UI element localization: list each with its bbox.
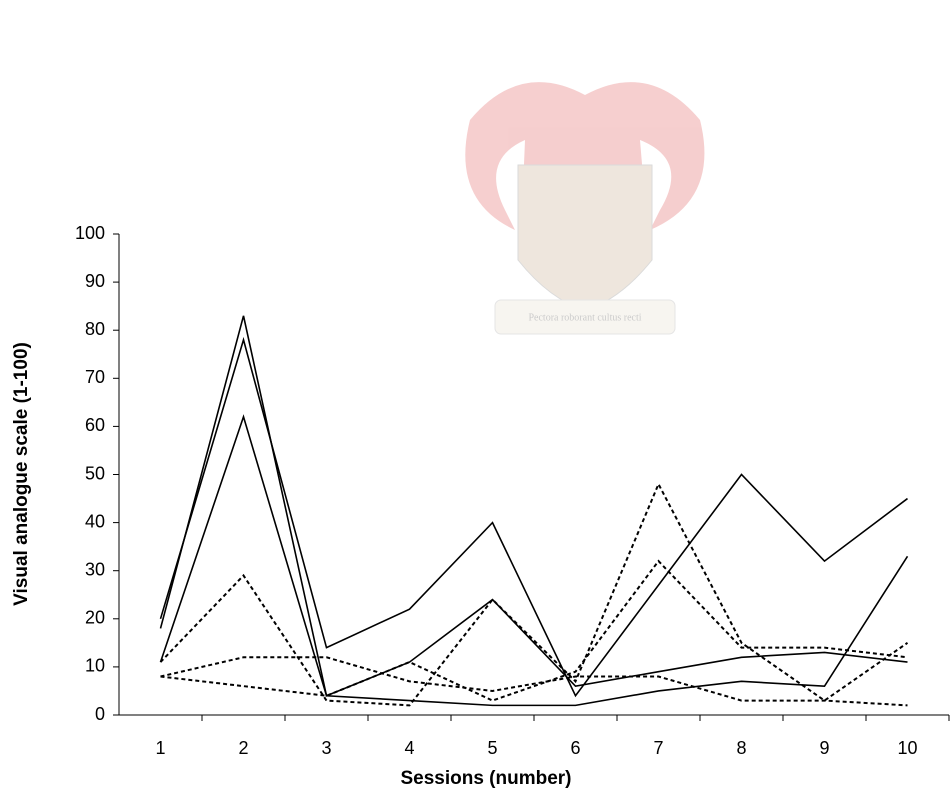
series-line xyxy=(161,316,908,696)
y-tick-label: 50 xyxy=(85,463,105,483)
x-axis-title: Sessions (number) xyxy=(400,768,571,789)
x-tick-label: 2 xyxy=(238,738,248,758)
x-tick-label: 9 xyxy=(819,738,829,758)
series-line xyxy=(161,657,908,705)
page: Pectora roborant cultus recti Sessions (… xyxy=(0,0,952,796)
series-line xyxy=(161,561,908,700)
crest-shield xyxy=(518,165,652,310)
series-line xyxy=(161,484,908,705)
y-axis-title: Visual analogue scale (1-100) xyxy=(11,342,32,606)
y-tick-label: 70 xyxy=(85,367,105,387)
x-tick-label: 5 xyxy=(487,738,497,758)
y-tick-label: 80 xyxy=(85,319,105,339)
x-tick-label: 6 xyxy=(570,738,580,758)
y-tick-label: 30 xyxy=(85,559,105,579)
x-tick-label: 7 xyxy=(653,738,663,758)
y-tick-label: 0 xyxy=(95,704,105,724)
y-tick-label: 100 xyxy=(75,223,105,243)
y-tick-label: 90 xyxy=(85,271,105,291)
y-tick-label: 10 xyxy=(85,656,105,676)
x-tick-label: 10 xyxy=(897,738,917,758)
y-tick-label: 40 xyxy=(85,511,105,531)
watermark-motto: Pectora roborant cultus recti xyxy=(528,312,641,323)
y-tick-label: 20 xyxy=(85,608,105,628)
series-line xyxy=(161,417,908,706)
x-tick-label: 3 xyxy=(321,738,331,758)
chart: Pectora roborant cultus recti Sessions (… xyxy=(0,0,952,796)
x-tick-label: 1 xyxy=(155,738,165,758)
x-tick-label: 4 xyxy=(404,738,414,758)
x-tick-label: 8 xyxy=(736,738,746,758)
y-tick-label: 60 xyxy=(85,415,105,435)
watermark-crest: Pectora roborant cultus recti xyxy=(465,82,704,334)
